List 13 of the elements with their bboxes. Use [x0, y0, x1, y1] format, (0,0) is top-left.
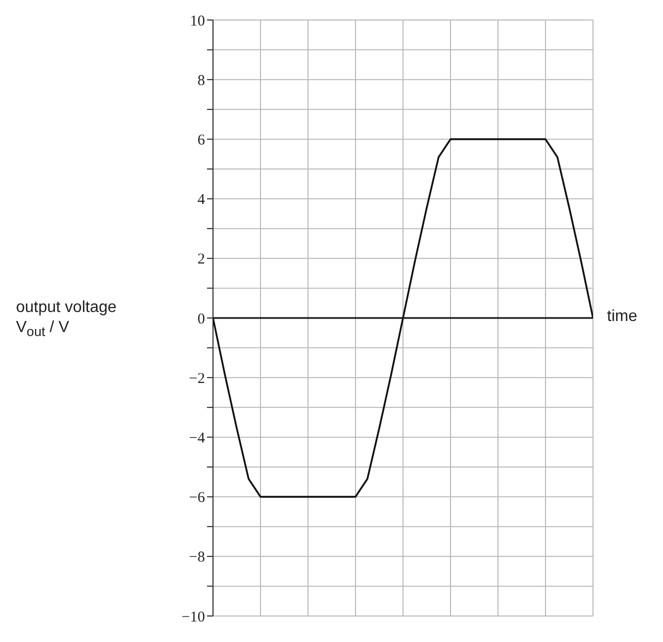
- y-tick-label: 6: [198, 132, 206, 149]
- y-axis-title: output voltage V$_{out}$ / V: [16, 298, 118, 342]
- y-tick-label: 2: [198, 252, 205, 268]
- y-tick-label: −2: [189, 370, 205, 387]
- y-tick-label: −8: [189, 550, 205, 566]
- y-tick-label: 8: [198, 72, 205, 89]
- x-axis-title: time: [607, 308, 638, 326]
- y-tick-label: 0: [198, 311, 205, 328]
- y-tick-label: 10: [190, 13, 205, 30]
- y-tick-label: −4: [189, 430, 206, 447]
- y-tick-label: −10: [182, 609, 205, 626]
- y-tick-label: −6: [189, 490, 206, 506]
- y-tick-label: 4: [198, 192, 206, 208]
